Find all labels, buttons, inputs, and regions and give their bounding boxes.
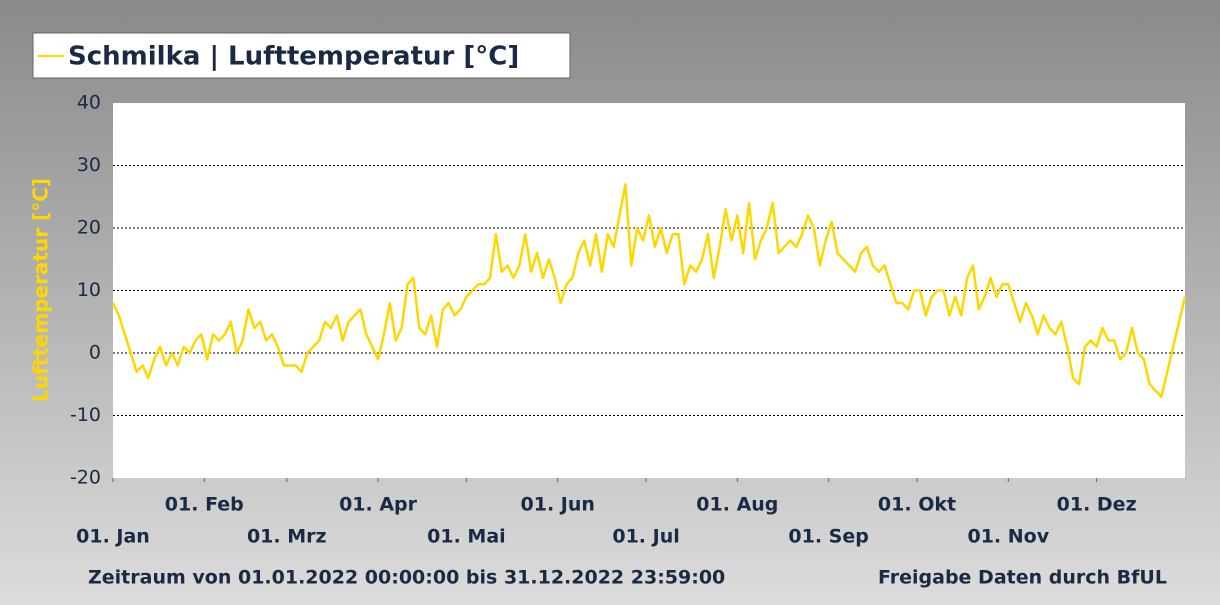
- x-tick-label: 01. Nov: [967, 526, 1049, 548]
- x-tick-label: 01. Jun: [521, 494, 595, 516]
- y-tick-label: 40: [77, 92, 101, 114]
- y-axis-label: Lufttemperatur [°C]: [29, 178, 53, 402]
- y-tick-label: -20: [70, 467, 101, 489]
- series-line: [111, 183, 1187, 399]
- legend-label: Schmilka | Lufttemperatur [°C]: [68, 42, 519, 72]
- y-tick-label: 0: [89, 342, 101, 364]
- x-tick-label: 01. Jan: [76, 526, 150, 548]
- x-tick-label: 01. Jul: [612, 526, 679, 548]
- x-tick-label: 01. Dez: [1057, 494, 1137, 516]
- y-tick-label: 20: [77, 217, 101, 239]
- legend: [32, 32, 571, 79]
- y-tick-label: -10: [70, 404, 101, 426]
- x-tick-label: 01. Aug: [696, 494, 778, 516]
- x-tick-label: 01. Mrz: [247, 526, 327, 548]
- footer-right: Freigabe Daten durch BfUL: [878, 567, 1167, 589]
- y-tick-label: 30: [77, 154, 101, 176]
- x-tick-label: 01. Okt: [878, 494, 956, 516]
- x-tick-label: 01. Sep: [788, 526, 868, 548]
- y-tick-label: 10: [77, 279, 101, 301]
- x-tick-label: 01. Feb: [165, 494, 244, 516]
- x-tick-label: 01. Mai: [427, 526, 506, 548]
- x-tick-label: 01. Apr: [339, 494, 418, 516]
- footer-left: Zeitraum von 01.01.2022 00:00:00 bis 31.…: [88, 567, 725, 589]
